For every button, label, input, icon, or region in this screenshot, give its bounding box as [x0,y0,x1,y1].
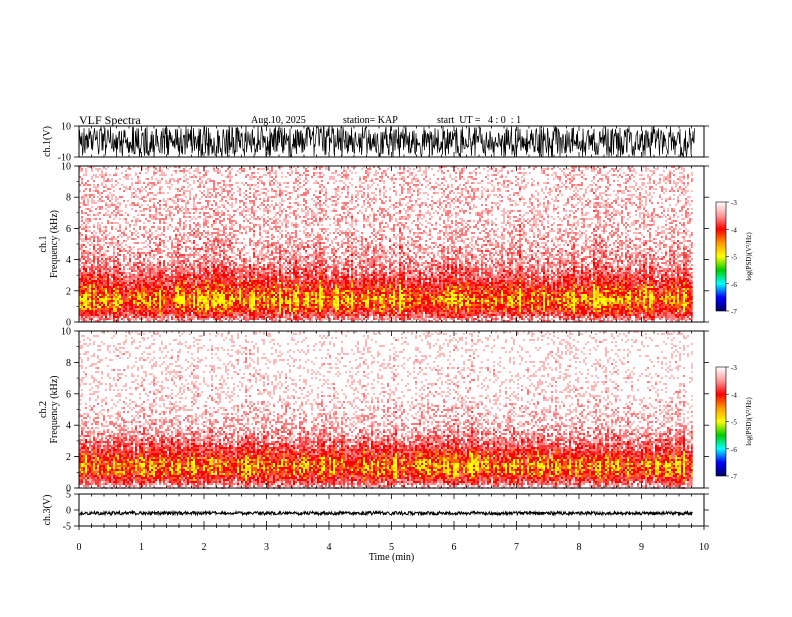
colorbar-tick-label: -7 [731,473,737,481]
ch2-spectrogram-cells [79,331,693,489]
time-tick-label: 8 [577,542,582,553]
ch1-spectrogram-empty-region [693,166,704,322]
colorbar-label: log(PSD)(V²/Hz) [745,397,753,446]
ch1-waveform-trace [79,126,695,157]
ch2-spectrogram-ytick-label: 10 [61,327,71,338]
ch1-waveform-ytick-label: 10 [61,122,71,133]
ch2-spectrogram-ytick-label: 6 [66,389,71,400]
start-ut-label: start UT = 4 : 0 : 1 [437,115,521,126]
ch2-spectrogram-ytick-label: 8 [66,358,71,369]
ch1-spectrogram-ylabel: ch.1Frequency (kHz) [38,210,60,278]
ch1-spectrogram-ytick-label: 2 [66,286,71,297]
colorbars: -3 -4 -5 -6 -7 log(PSD)(V²/Hz) -3 -4 -5 -6 -7 log(P… [716,199,753,481]
time-tick-label: 0 [77,542,82,553]
colorbar-tick-label: -3 [731,364,737,372]
time-axis-label: Time (min) [369,552,414,563]
figure-title: VLF Spectra [79,113,141,128]
ch2-spectrogram-ytick-label: 2 [66,452,71,463]
colorbar-tick-label: -6 [731,281,737,289]
date-label: Aug.10, 2025 [251,115,306,126]
ch3-waveform-ylabel: ch.3(V) [42,495,53,526]
time-tick-label: 4 [327,542,332,553]
colorbar-tick-label: -5 [731,254,737,262]
ch1-waveform-ylabel: ch.1(V) [42,126,53,157]
colorbar-tick-label: -6 [731,446,737,454]
ch3-waveform-ytick-label: 5 [66,490,71,501]
ch1-spectrogram-ytick-label: 4 [66,255,71,266]
colorbar-label: log(PSD)(V²/Hz) [745,232,753,281]
time-tick-label: 2 [202,542,207,553]
colorbar-tick-label: -4 [731,391,737,399]
ch1-spectrogram-ytick-label: 8 [66,193,71,204]
ch3-waveform-trace [79,511,693,515]
ch3-waveform-panel: 5 0 -5 ch.3(V) [42,490,709,533]
colorbar-tick-label: -5 [731,419,737,427]
colorbar-1 [716,202,726,311]
ch1-spectrogram-cells [79,166,693,322]
colorbar-2 [716,367,726,476]
ch2-spectrogram-ylabel: ch.2Frequency (kHz) [38,375,60,443]
time-tick-label: 3 [264,542,269,553]
station-label: station= KAP [343,115,398,126]
time-tick-label: 9 [639,542,644,553]
colorbar-tick-label: -3 [731,199,737,207]
ch1-spectrogram-ytick-label: 10 [61,162,71,173]
ch2-spectrogram-ytick-label: 4 [66,421,71,432]
ch3-waveform-ytick-label: 0 [66,506,71,517]
ch3-waveform-ytick-label: -5 [63,522,71,533]
time-tick-label: 10 [699,542,709,553]
colorbar-tick-label: -4 [731,226,737,234]
colorbar-tick-label: -7 [731,308,737,316]
ch2-spectrogram-empty-region [693,331,704,488]
time-tick-label: 7 [514,542,519,553]
time-tick-label: 6 [452,542,457,553]
ch1-spectrogram-ytick-label: 6 [66,224,71,235]
time-tick-label: 1 [139,542,144,553]
